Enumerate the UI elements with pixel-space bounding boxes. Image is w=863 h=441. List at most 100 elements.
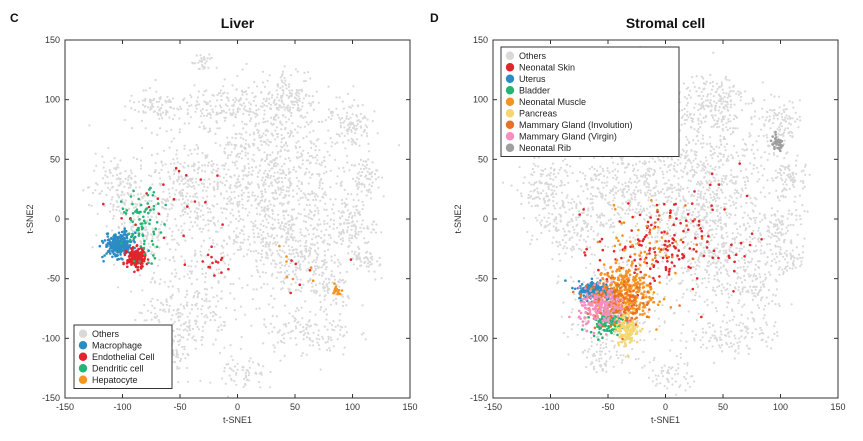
point-others xyxy=(126,192,129,195)
point-others xyxy=(357,253,360,256)
point-others xyxy=(252,288,255,291)
point-others xyxy=(300,88,303,91)
point-others xyxy=(583,177,587,180)
point-others xyxy=(703,169,706,172)
point-others xyxy=(287,178,290,181)
point-others xyxy=(190,221,193,224)
point-others xyxy=(142,237,145,240)
point-others xyxy=(191,165,194,168)
point-others xyxy=(223,370,226,373)
point-others xyxy=(150,311,153,314)
point-others xyxy=(270,262,273,265)
point-others xyxy=(365,126,369,129)
point-others xyxy=(329,169,332,172)
point-others xyxy=(722,249,725,252)
point-dendritic-cell xyxy=(164,203,167,207)
point-others xyxy=(690,168,694,171)
point-others xyxy=(158,321,161,324)
point-others xyxy=(227,224,230,227)
point-others xyxy=(737,286,740,289)
point-others xyxy=(278,180,281,183)
point-others xyxy=(343,201,346,204)
point-others xyxy=(281,235,284,238)
point-macrophage xyxy=(119,245,122,248)
point-others xyxy=(258,122,261,125)
point-others xyxy=(297,140,300,143)
point-others xyxy=(237,220,240,223)
point-others xyxy=(305,239,308,243)
point-others xyxy=(276,249,279,252)
point-others xyxy=(608,191,612,194)
point-others xyxy=(794,195,797,198)
point-others xyxy=(354,235,357,238)
point-others xyxy=(634,243,638,246)
point-others xyxy=(686,202,690,205)
point-others xyxy=(267,245,270,248)
point-others xyxy=(200,312,203,315)
point-others xyxy=(294,318,297,321)
point-others xyxy=(207,306,210,309)
point-others xyxy=(685,135,688,138)
point-others xyxy=(319,308,322,311)
point-others xyxy=(310,173,313,176)
point-others xyxy=(264,213,267,216)
point-others xyxy=(297,95,300,98)
point-others xyxy=(338,96,341,99)
point-others xyxy=(329,349,332,352)
point-others xyxy=(324,202,327,205)
point-others xyxy=(359,120,362,124)
point-others xyxy=(267,102,270,105)
point-others xyxy=(301,255,304,258)
point-others xyxy=(239,218,242,221)
point-others xyxy=(199,109,202,112)
point-others xyxy=(277,108,280,112)
point-others xyxy=(257,204,260,207)
point-others xyxy=(237,107,240,110)
point-others xyxy=(707,206,710,209)
y-axis-label: t-SNE2 xyxy=(25,204,35,233)
point-others xyxy=(314,156,317,159)
point-dendritic-cell xyxy=(121,207,125,211)
point-others xyxy=(158,246,161,249)
point-others xyxy=(283,148,286,151)
point-others xyxy=(215,113,218,116)
point-macrophage xyxy=(106,235,110,238)
point-others xyxy=(691,211,695,214)
point-others xyxy=(282,106,285,109)
point-others xyxy=(621,183,624,186)
point-others xyxy=(213,222,216,225)
point-others xyxy=(691,165,694,168)
point-others xyxy=(121,180,124,183)
point-others xyxy=(287,273,290,276)
point-others xyxy=(666,196,670,199)
point-others xyxy=(233,309,236,312)
point-others xyxy=(314,267,317,271)
point-others xyxy=(312,270,316,273)
point-others xyxy=(361,104,364,107)
point-others xyxy=(633,192,636,195)
point-macrophage xyxy=(106,244,109,248)
point-others xyxy=(667,199,670,202)
point-others xyxy=(234,145,237,148)
point-others xyxy=(197,201,200,204)
point-others xyxy=(151,227,154,230)
point-others xyxy=(350,193,353,196)
point-others xyxy=(311,260,314,263)
point-others xyxy=(658,221,662,224)
point-others xyxy=(565,171,568,174)
point-others xyxy=(363,183,366,186)
point-others xyxy=(139,192,142,195)
point-others xyxy=(673,186,676,189)
point-others xyxy=(299,331,302,334)
point-others xyxy=(696,163,699,166)
point-others xyxy=(309,176,312,179)
point-others xyxy=(710,125,713,128)
point-others xyxy=(299,255,302,258)
point-others xyxy=(350,163,353,167)
point-others xyxy=(686,138,689,141)
point-others xyxy=(191,327,195,330)
point-others xyxy=(741,148,744,151)
point-others xyxy=(292,208,296,211)
point-others xyxy=(158,171,161,174)
point-others xyxy=(258,136,261,139)
